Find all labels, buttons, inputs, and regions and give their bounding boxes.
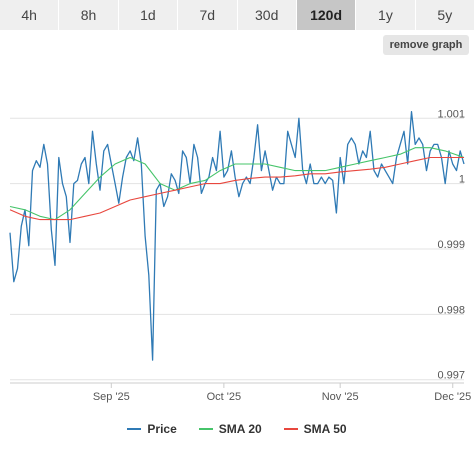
- price-line: [9, 111, 465, 361]
- legend-swatch-sma20: [198, 428, 213, 430]
- tab-120d[interactable]: 120d: [296, 0, 357, 30]
- legend-label-sma20: SMA 20: [218, 422, 262, 436]
- sma50-line: [9, 156, 464, 221]
- tab-1d[interactable]: 1d: [118, 0, 179, 30]
- y-tick-label: 0.998: [437, 304, 465, 316]
- remove-graph-button[interactable]: remove graph: [383, 35, 469, 55]
- legend-item-price[interactable]: Price: [127, 422, 177, 436]
- chart-legend: Price SMA 20 SMA 50: [0, 420, 474, 438]
- y-tick-label: 1: [459, 174, 465, 186]
- price-chart: 0.997 0.998 0.999 1 1.001 Sep '25 Oct '25 Nov '…: [9, 108, 471, 403]
- legend-item-sma20[interactable]: SMA 20: [198, 422, 262, 436]
- tab-5y[interactable]: 5y: [415, 0, 474, 30]
- range-tabs: 4h 8h 1d 7d 30d 120d 1y 5y: [0, 0, 474, 30]
- y-tick-label: 0.999: [437, 239, 465, 251]
- legend-swatch-sma50: [283, 428, 298, 430]
- tab-4h[interactable]: 4h: [0, 0, 60, 30]
- x-tick-label: Sep '25: [93, 391, 130, 403]
- tab-8h[interactable]: 8h: [59, 0, 119, 30]
- legend-label-price: Price: [147, 422, 177, 436]
- legend-swatch-price: [127, 428, 142, 430]
- sma20-line: [9, 147, 465, 221]
- y-tick-label: 0.997: [437, 370, 465, 382]
- tab-7d[interactable]: 7d: [178, 0, 238, 30]
- tab-30d[interactable]: 30d: [237, 0, 297, 30]
- legend-label-sma50: SMA 50: [303, 422, 347, 436]
- tab-1y[interactable]: 1y: [356, 0, 416, 30]
- x-tick-label: Dec '25: [434, 391, 471, 403]
- x-tick-label: Nov '25: [322, 391, 359, 403]
- x-tick-label: Oct '25: [207, 391, 242, 403]
- y-tick-label: 1.001: [437, 108, 465, 120]
- legend-item-sma50[interactable]: SMA 50: [283, 422, 347, 436]
